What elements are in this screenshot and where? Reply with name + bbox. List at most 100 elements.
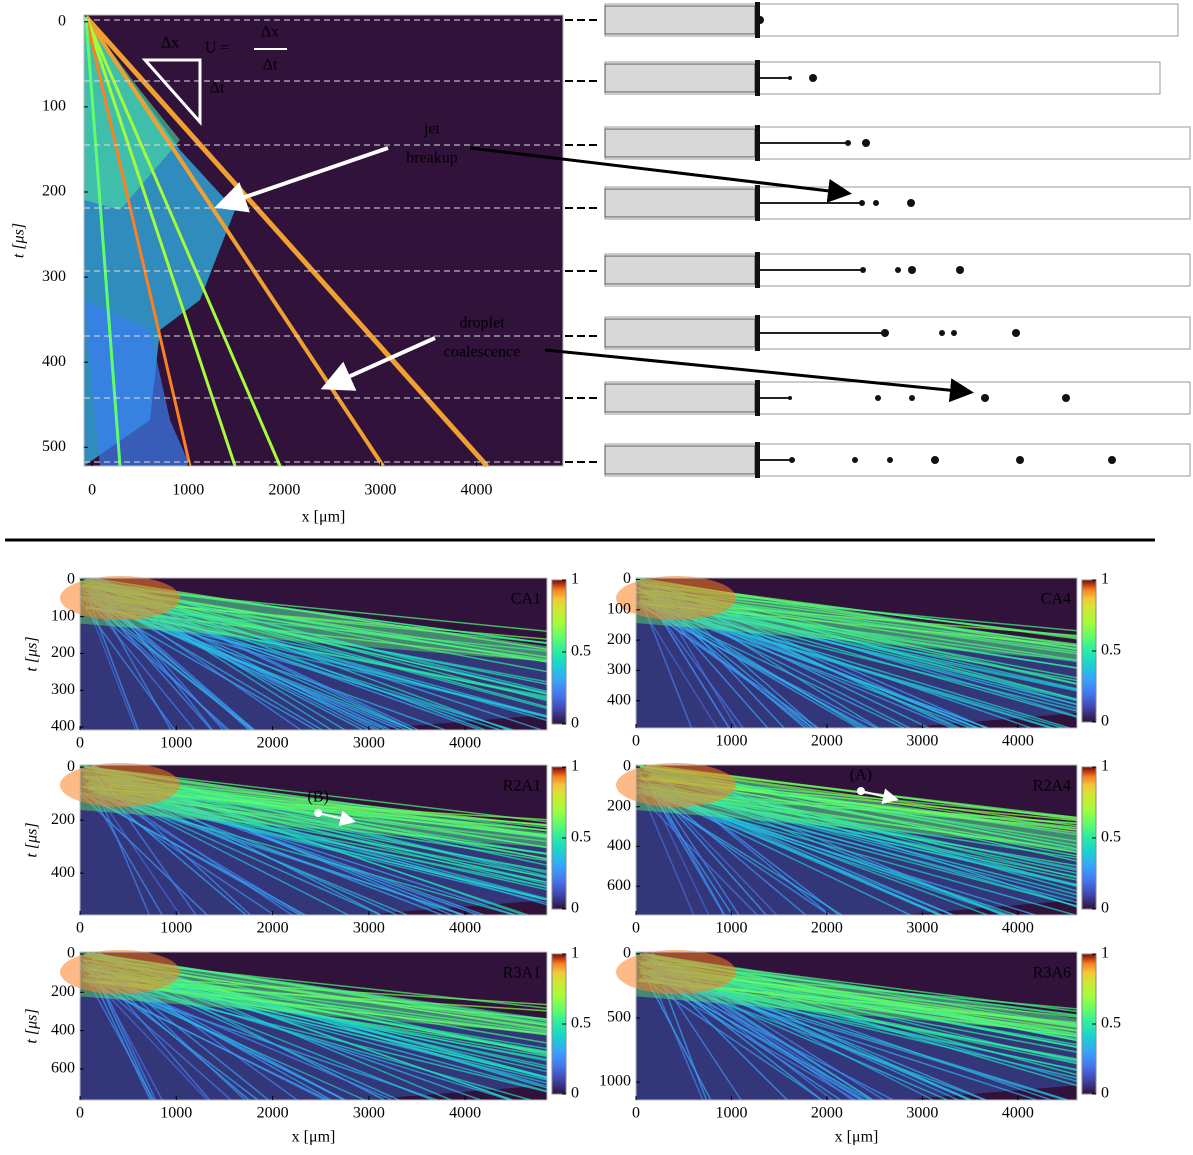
y-tick-label: 0 — [623, 570, 631, 587]
colorbar-tick-label: 0 — [571, 900, 579, 917]
y-tick-label: 200 — [607, 797, 631, 814]
nozzle — [605, 129, 755, 157]
y-tick-label: 600 — [607, 877, 631, 894]
colorbar-tick-label: 0 — [1101, 713, 1109, 730]
droplet — [862, 139, 870, 147]
x-tick-label: 1000 — [160, 1105, 192, 1122]
x-tick-label: 2000 — [811, 920, 843, 937]
droplet — [951, 330, 957, 336]
panel-title: R2A1 — [503, 778, 541, 795]
x-tick-label: 4000 — [1002, 733, 1034, 750]
x-tick-label: 4000 — [461, 482, 493, 499]
x-tick-label: 1000 — [172, 482, 204, 499]
y-tick-label: 400 — [51, 718, 75, 735]
y-tick-label: 100 — [42, 98, 66, 115]
droplet — [756, 16, 764, 24]
droplet — [956, 266, 964, 274]
y-tick-label: 300 — [42, 268, 66, 285]
droplet — [895, 267, 901, 273]
droplet — [789, 457, 795, 463]
y-tick-label: 0 — [67, 945, 75, 962]
heatmap-peak — [60, 950, 180, 994]
x-tick-label: 0 — [88, 482, 96, 499]
x-axis-label: x [μm] — [292, 1129, 336, 1146]
y-tick-label: 200 — [607, 631, 631, 648]
droplet — [909, 395, 915, 401]
droplet — [809, 74, 817, 82]
x-tick-label: 2000 — [811, 733, 843, 750]
nozzle — [605, 446, 755, 474]
droplet — [907, 199, 915, 207]
y-tick-label: 1000 — [599, 1073, 631, 1090]
slope-dt: Δt — [210, 80, 225, 97]
droplet — [931, 456, 939, 464]
heatmap-peak — [60, 763, 180, 807]
colorbar-tick-label: 0.5 — [1101, 829, 1121, 846]
y-tick-label: 200 — [51, 983, 75, 1000]
x-tick-label: 3000 — [906, 1105, 938, 1122]
y-axis-label: t [μs] — [24, 636, 41, 671]
y-tick-label: 0 — [623, 758, 631, 775]
annotation: (B) — [308, 789, 329, 806]
x-tick-label: 3000 — [353, 920, 385, 937]
x-tick-label: 1000 — [715, 1105, 747, 1122]
y-tick-label: 200 — [51, 811, 75, 828]
panel-title: R2A4 — [1033, 778, 1071, 795]
x-tick-label: 0 — [76, 920, 84, 937]
x-tick-label: 4000 — [1002, 1105, 1034, 1122]
droplet — [860, 267, 866, 273]
x-tick-label: 2000 — [257, 920, 289, 937]
droplet — [881, 329, 889, 337]
jet-breakup-label: jet — [423, 121, 441, 138]
formula-den: Δt — [263, 57, 278, 74]
droplet — [875, 395, 881, 401]
heatmap-peak — [616, 950, 736, 994]
heatmap-peak — [616, 576, 736, 620]
droplet — [1012, 329, 1020, 337]
y-tick-label: 200 — [51, 644, 75, 661]
y-tick-label: 400 — [51, 1021, 75, 1038]
panel-title: R3A1 — [503, 965, 541, 982]
nozzle-wall — [755, 442, 760, 478]
nozzle — [605, 189, 755, 217]
y-tick-label: 0 — [58, 12, 66, 29]
slope-dx: Δx — [161, 35, 179, 52]
droplet — [908, 266, 916, 274]
x-axis-label: x [μm] — [302, 509, 346, 526]
y-tick-label: 500 — [42, 438, 66, 455]
nozzle-wall — [755, 125, 760, 161]
x-tick-label: 3000 — [353, 735, 385, 752]
y-tick-label: 100 — [607, 600, 631, 617]
x-tick-label: 1000 — [715, 733, 747, 750]
x-tick-label: 1000 — [715, 920, 747, 937]
colorbar-tick-label: 0 — [1101, 900, 1109, 917]
y-tick-label: 500 — [607, 1009, 631, 1026]
x-tick-label: 2000 — [811, 1105, 843, 1122]
heatmap-peak — [60, 576, 180, 620]
figure: 010002000300040000100200300400500t [μs]x… — [0, 0, 1193, 1155]
nozzle-wall — [755, 380, 760, 416]
y-tick-label: 400 — [42, 353, 66, 370]
y-tick-label: 0 — [67, 758, 75, 775]
coalescence-label: droplet — [459, 315, 505, 332]
x-tick-label: 4000 — [1002, 920, 1034, 937]
panel-title: R3A6 — [1033, 965, 1071, 982]
x-tick-label: 4000 — [449, 920, 481, 937]
x-tick-label: 3000 — [364, 482, 396, 499]
x-tick-label: 4000 — [449, 735, 481, 752]
y-tick-label: 400 — [607, 837, 631, 854]
droplet — [1062, 394, 1070, 402]
colorbar-tick-label: 0.5 — [571, 829, 591, 846]
droplet — [859, 200, 865, 206]
jet-breakup-label: breakup — [406, 150, 458, 167]
formula-lhs: U = — [205, 40, 230, 57]
x-tick-label: 1000 — [160, 920, 192, 937]
x-tick-label: 0 — [632, 733, 640, 750]
droplet — [939, 330, 945, 336]
colorbar-tick-label: 1 — [1101, 571, 1109, 588]
nozzle — [605, 319, 755, 347]
x-tick-label: 2000 — [257, 735, 289, 752]
x-tick-label: 0 — [632, 920, 640, 937]
colorbar-tick-label: 1 — [571, 758, 579, 775]
x-tick-label: 0 — [76, 735, 84, 752]
